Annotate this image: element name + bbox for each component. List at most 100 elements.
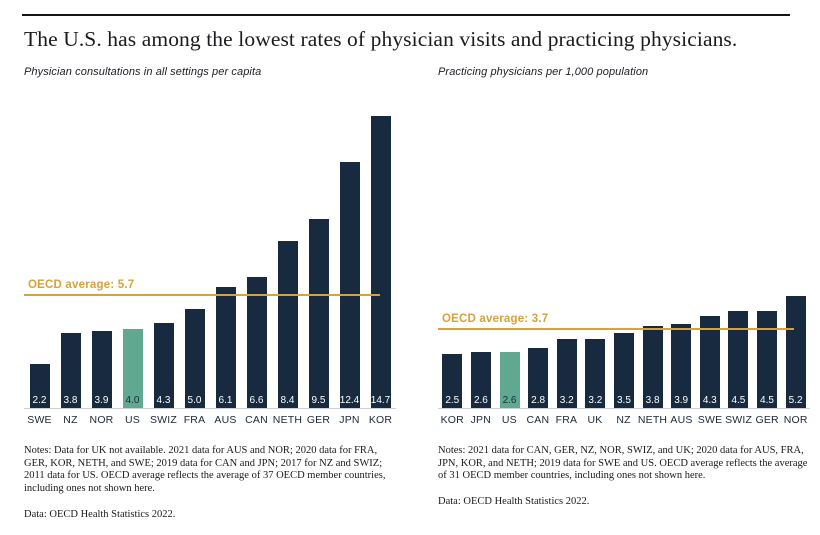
bar-column: 3.8 <box>638 325 667 408</box>
bar-kor: 14.7 <box>370 115 391 408</box>
x-axis-label-us: US <box>501 413 517 426</box>
bar-column: 5.0 <box>179 308 210 408</box>
bar-nor: 5.2 <box>785 295 806 408</box>
chart-source: Data: OECD Health Statistics 2022. <box>24 508 176 520</box>
x-axis-label-neth: NETH <box>637 413 668 426</box>
bar-value-label: 8.4 <box>280 394 295 406</box>
bar-aus: 6.1 <box>215 286 236 408</box>
x-axis-label-swe: SWE <box>697 413 723 426</box>
bar-value-label: 5.0 <box>187 394 202 406</box>
bar-neth: 3.8 <box>642 325 663 408</box>
bar-can: 6.6 <box>246 276 267 408</box>
x-axis-labels: KOR JPN US CAN FRA UK NZ NETH AUS SWE SWIZ GER NOR <box>438 409 810 426</box>
bar-value-label: 4.0 <box>125 394 140 406</box>
bars: OECD average: 5.7 2.2 3.8 3.9 4.0 4.3 5.0 6.1 6… <box>24 115 396 409</box>
x-axis-label-can: CAN <box>526 413 550 426</box>
bar-nz: 3.5 <box>613 332 634 408</box>
bar-column: 4.3 <box>148 322 179 408</box>
bars: OECD average: 3.7 2.5 2.6 2.6 2.8 3.2 3.2 3.5 3… <box>438 116 810 409</box>
bar-swiz: 4.3 <box>153 322 174 408</box>
bar-value-label: 3.8 <box>63 394 78 406</box>
x-axis-labels: SWE NZ NOR US SWIZ FRA AUS CAN NETH GER JPN KOR <box>24 409 396 426</box>
x-axis-label-nor: NOR <box>89 413 114 426</box>
x-axis-label-aus: AUS <box>214 413 237 426</box>
bar-column: 3.9 <box>667 323 696 408</box>
bar-value-label: 4.3 <box>156 394 171 406</box>
x-axis-label-us: US <box>125 413 140 426</box>
bar-swe: 2.2 <box>29 363 50 408</box>
bar-value-label: 2.2 <box>32 394 47 406</box>
bar-column: 3.8 <box>55 332 86 408</box>
x-axis-label-jpn: JPN <box>339 413 360 426</box>
bar-value-label: 4.5 <box>731 394 746 406</box>
bar-column: 5.2 <box>781 295 810 408</box>
chart-notes: Notes: Data for UK not available. 2021 d… <box>24 444 386 495</box>
bar-us: 2.6 <box>499 351 520 408</box>
average-line <box>438 327 794 330</box>
bar-column: 2.5 <box>438 353 467 408</box>
bar-nz: 3.8 <box>60 332 81 408</box>
bar-value-label: 2.8 <box>531 394 546 406</box>
bar-value-label: 3.9 <box>674 394 689 406</box>
bar-us: 4.0 <box>122 328 143 408</box>
x-axis-label-nz: NZ <box>616 413 631 426</box>
bar-column: 4.0 <box>117 328 148 408</box>
bar-jpn: 12.4 <box>339 161 360 408</box>
chart-subtitle: Practicing physicians per 1,000 populati… <box>438 65 649 78</box>
bar-column: 8.4 <box>272 240 303 408</box>
x-axis-label-aus: AUS <box>670 413 693 426</box>
chart-subtitle: Physician consultations in all settings … <box>24 65 262 78</box>
x-axis-label-jpn: JPN <box>470 413 492 426</box>
bar-column: 9.5 <box>303 218 334 408</box>
bar-uk: 3.2 <box>585 338 606 408</box>
bar-column: 3.9 <box>86 330 117 408</box>
bar-value-label: 4.3 <box>702 394 717 406</box>
bar-fra: 5.0 <box>184 308 205 408</box>
bar-column: 2.6 <box>495 351 524 408</box>
bar-jpn: 2.6 <box>470 351 491 408</box>
bar-column: 12.4 <box>334 161 365 408</box>
bar-nor: 3.9 <box>91 330 112 408</box>
x-axis-label-kor: KOR <box>440 413 464 426</box>
bar-value-label: 3.8 <box>645 394 660 406</box>
bar-chart: OECD average: 3.7 2.5 2.6 2.6 2.8 3.2 3.2 3.5 3… <box>438 116 810 426</box>
charts-row: Physician consultations in all settings … <box>24 66 810 520</box>
top-divider <box>22 14 790 16</box>
bar-value-label: 6.6 <box>249 394 264 406</box>
x-axis-label-nor: NOR <box>783 413 808 426</box>
bar-value-label: 3.5 <box>617 394 631 406</box>
bar-chart: OECD average: 5.7 2.2 3.8 3.9 4.0 4.3 5.0 6.1 6… <box>24 115 396 426</box>
bar-value-label: 6.1 <box>218 394 233 406</box>
bar-column: 3.2 <box>552 338 581 408</box>
bar-column: 3.5 <box>610 332 639 408</box>
x-axis-label-can: CAN <box>245 413 268 426</box>
bar-column: 4.5 <box>724 310 753 408</box>
bar-column: 6.6 <box>241 276 272 408</box>
x-axis-label-fra: FRA <box>555 413 578 426</box>
x-axis-label-neth: NETH <box>272 413 303 426</box>
bar-value-label: 12.4 <box>339 394 360 406</box>
bar-column: 4.5 <box>753 310 782 408</box>
bar-value-label: 2.6 <box>473 394 488 406</box>
bar-can: 2.8 <box>528 347 549 408</box>
x-axis-label-uk: UK <box>587 413 603 426</box>
bar-value-label: 9.5 <box>311 394 326 406</box>
chart-notes: Notes: 2021 data for CAN, GER, NZ, NOR, … <box>438 444 808 482</box>
bar-value-label: 3.9 <box>94 394 109 406</box>
bar-swe: 4.3 <box>699 315 720 408</box>
bar-value-label: 3.2 <box>559 394 574 406</box>
x-axis-label-ger: GER <box>755 413 779 426</box>
bar-swiz: 4.5 <box>728 310 749 408</box>
bar-value-label: 5.2 <box>788 394 803 406</box>
bar-column: 3.2 <box>581 338 610 408</box>
x-axis-label-kor: KOR <box>368 413 393 426</box>
x-axis-label-fra: FRA <box>183 413 206 426</box>
chart-practicing-physicians: Practicing physicians per 1,000 populati… <box>438 66 810 520</box>
x-axis-label-nz: NZ <box>63 413 78 426</box>
bar-value-label: 2.6 <box>502 394 517 406</box>
bar-ger: 9.5 <box>308 218 329 408</box>
average-label: OECD average: 5.7 <box>28 278 135 291</box>
bar-fra: 3.2 <box>556 338 577 408</box>
x-axis-label-swe: SWE <box>27 413 52 426</box>
x-axis-label-ger: GER <box>306 413 331 426</box>
